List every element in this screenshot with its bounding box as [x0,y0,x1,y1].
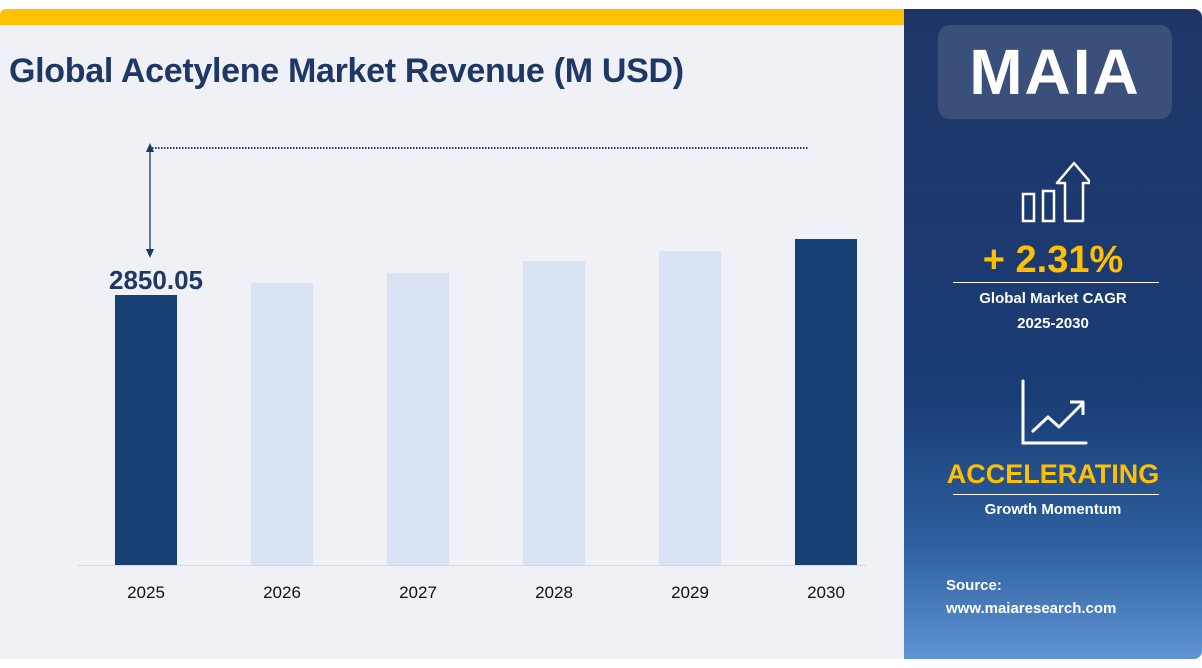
x-tick-label: 2025 [127,583,165,602]
bar-chart-up-arrow-icon [1021,161,1090,223]
arrow-head-up [146,143,154,152]
data-label: 2850.05 [109,265,203,295]
bar-2028 [523,260,585,565]
maia-logo: MAIA [938,25,1172,119]
accent-bar [0,9,904,25]
cagr-period: 2025-2030 [1017,315,1089,332]
momentum-value: ACCELERATING [946,459,1160,489]
arrow-head-down [146,249,154,258]
summary-panel: MAIA + 2.31% Global Market CAGR 2025-203… [904,9,1202,659]
bar-2025 [115,295,177,565]
divider [953,494,1159,495]
divider [953,282,1159,283]
cagr-label: Global Market CAGR [979,290,1127,307]
x-tick-label: 2028 [535,583,573,602]
x-tick-label: 2027 [399,583,437,602]
bar-2026 [251,282,313,565]
x-tick-label: 2030 [807,583,845,602]
x-tick-label: 2026 [263,583,301,602]
bar-2027 [387,273,449,565]
bar-chart: 2025 2850.05 2026 2027 2028 2029 2030 [78,143,866,602]
line-chart-trend-icon [1021,379,1088,445]
bar-2029 [659,251,721,565]
x-tick-label: 2029 [671,583,709,602]
momentum-label: Growth Momentum [984,501,1122,518]
source-url[interactable]: www.maiaresearch.com [946,600,1117,617]
bar-2030 [795,239,857,566]
source-label: Source: [946,577,1002,594]
chart-title: Global Acetylene Market Revenue (M USD) [9,52,684,90]
cagr-value: + 2.31% [982,239,1124,281]
